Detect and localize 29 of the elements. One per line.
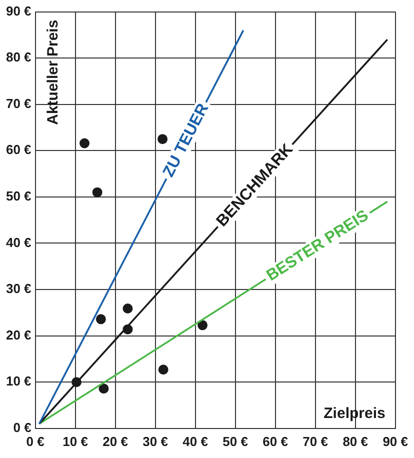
y-axis-title: Aktueller Preis [44, 20, 62, 125]
y-tick-label: 70 € [6, 96, 32, 111]
y-tick-label: 10 € [6, 374, 32, 389]
x-tick-label: 40 € [182, 434, 208, 449]
x-tick-label: 80 € [342, 434, 368, 449]
x-tick-label: 50 € [222, 434, 248, 449]
x-tick-label: 0 € [26, 434, 44, 449]
point [80, 138, 90, 148]
y-tick-label: 20 € [6, 327, 32, 342]
y-tick-label: 50 € [6, 188, 32, 204]
x-tick-label: 60 € [262, 434, 288, 449]
y-tick-label: 80 € [6, 50, 32, 65]
x-tick-label: 10 € [62, 434, 88, 449]
point [158, 364, 168, 375]
y-tick-label: 60 € [6, 142, 32, 158]
point [122, 304, 133, 314]
point [158, 134, 168, 144]
point [198, 320, 208, 330]
x-tick-label: 20 € [102, 434, 128, 449]
point [96, 314, 106, 324]
y-tick-label: 0 € [13, 420, 32, 435]
point [98, 384, 109, 394]
x-tick-label: 70 € [302, 434, 328, 449]
y-tick-label: 40 € [6, 234, 32, 250]
x-tick-label: 90 € [382, 434, 408, 449]
y-tick-label: 90 € [6, 3, 32, 18]
x-tick-label: 30 € [142, 434, 168, 449]
point [92, 187, 102, 198]
y-tick-label: 30 € [6, 281, 32, 296]
